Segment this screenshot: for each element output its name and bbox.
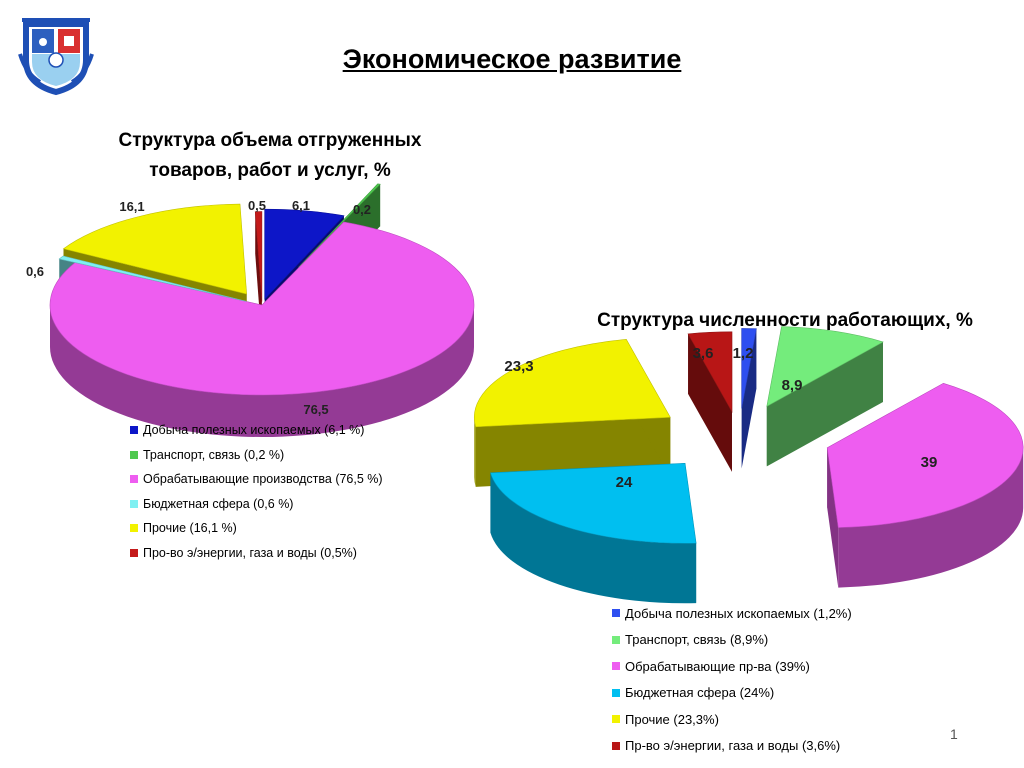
pie2-data-label-4: 23,3 (504, 358, 533, 375)
legend2-label-5: Пр-во э/энергии, газа и воды (3,6%) (625, 738, 841, 754)
pie1-slice-2-edge (50, 305, 474, 437)
page-title: Экономическое развитие (342, 44, 682, 74)
legend2-swatch-3 (612, 688, 620, 697)
pie1-data-label-3: 0,6 (26, 264, 44, 279)
pie2-slice-0-side (741, 328, 757, 469)
pie1-data-label-4: 16,1 (119, 199, 144, 214)
pie2-slice-4-edge (474, 417, 476, 487)
pie2-data-label-3: 24 (616, 474, 633, 491)
pie2-slice-5 (687, 331, 733, 413)
chart-title-employment: Структура численности работающих, % (597, 310, 973, 331)
legend2-item-4: Прочие (23,3%) (612, 706, 852, 733)
page-number: 1 (950, 726, 958, 742)
pie1-slice-4 (62, 203, 247, 295)
legend1-item-3: Бюджетная сфера (0,6 %) (130, 492, 383, 517)
pie1-slice-2 (49, 221, 475, 396)
pie2-data-label-2: 39 (921, 454, 938, 471)
pie2-slice-1-side (766, 341, 884, 467)
legend1-item-4: Прочие (16,1 %) (130, 516, 383, 541)
pie2-slice-5-side (688, 333, 733, 472)
legend1-label-5: Про-во э/энергии, газа и воды (0,5%) (143, 545, 357, 560)
legend2-swatch-0 (612, 609, 620, 618)
pie1-data-label-1: 0,2 (353, 202, 371, 217)
legend-shipments: Добыча полезных ископаемых (6,1 %) Трансп… (130, 418, 383, 565)
legend2-item-2: Обрабатывающие пр-ва (39%) (612, 653, 852, 680)
pie1-data-label-2: 76,5 (303, 402, 328, 417)
legend2-item-0: Добыча полезных ископаемых (1,2%) (612, 600, 852, 627)
legend1-label-0: Добыча полезных ископаемых (6,1 %) (143, 423, 365, 438)
legend1-swatch-3 (130, 499, 138, 508)
legend1-label-4: Прочие (16,1 %) (143, 521, 237, 536)
city-emblem (18, 18, 94, 96)
pie2-data-label-5: 3,6 (693, 345, 714, 362)
pie2-slice-3-edge (490, 472, 697, 604)
legend2-swatch-4 (612, 715, 620, 724)
legend2-label-1: Транспорт, связь (8,9%) (625, 632, 769, 648)
legend1-label-2: Обрабатывающие производства (76,5 %) (143, 472, 383, 487)
legend1-swatch-0 (130, 426, 138, 435)
legend1-swatch-5 (130, 548, 138, 557)
legend2-item-3: Бюджетная сфера (24%) (612, 680, 852, 707)
legend2-swatch-5 (612, 741, 620, 750)
legend1-item-0: Добыча полезных ископаемых (6,1 %) (130, 418, 383, 443)
pie1-slice-1 (298, 183, 381, 268)
pie2-slice-2 (826, 382, 1024, 528)
legend1-swatch-1 (130, 450, 138, 459)
legend2-label-0: Добыча полезных ископаемых (1,2%) (625, 605, 852, 621)
pie1-slice-0 (264, 208, 345, 300)
pie1-slice-3 (58, 255, 247, 302)
pie2-slice-3 (490, 462, 697, 544)
pie1-slice-5 (254, 211, 263, 302)
legend1-label-3: Бюджетная сфера (0,6 %) (143, 496, 294, 511)
legend1-swatch-4 (130, 524, 138, 533)
pie1-data-label-5: 0,5 (248, 198, 266, 213)
pie1-data-label-0: 6,1 (292, 198, 310, 213)
pie2-data-label-0: 1,2 (733, 345, 754, 362)
legend2-label-2: Обрабатывающие пр-ва (39%) (625, 658, 810, 674)
legend2-label-3: Бюджетная сфера (24%) (625, 685, 775, 701)
legend1-item-1: Транспорт, связь (0,2 %) (130, 443, 383, 468)
legend2-swatch-2 (612, 662, 620, 671)
legend2-item-5: Пр-во э/энергии, газа и воды (3,6%) (612, 733, 852, 760)
legend-employment: Добыча полезных ископаемых (1,2%) Транспо… (612, 600, 852, 759)
legend2-label-4: Прочие (23,3%) (625, 711, 719, 727)
pie2-slice-2-side (827, 447, 839, 588)
legend1-swatch-2 (130, 475, 138, 484)
legend2-swatch-1 (612, 635, 620, 644)
chart-title-shipments: Структура объема отгруженных товаров, ра… (118, 130, 422, 181)
legend2-item-1: Транспорт, связь (8,9%) (612, 627, 852, 654)
legend1-item-2: Обрабатывающие производства (76,5 %) (130, 467, 383, 492)
pie2-slice-2-edge (838, 447, 1024, 588)
legend1-item-5: Про-во э/энергии, газа и воды (0,5%) (130, 541, 383, 566)
pie2-data-label-1: 8,9 (782, 377, 803, 394)
pie2-slice-4 (473, 339, 671, 428)
legend1-label-1: Транспорт, связь (0,2 %) (143, 447, 285, 462)
pie2-slice-1 (766, 326, 884, 407)
pie2-slice-0 (741, 328, 757, 409)
